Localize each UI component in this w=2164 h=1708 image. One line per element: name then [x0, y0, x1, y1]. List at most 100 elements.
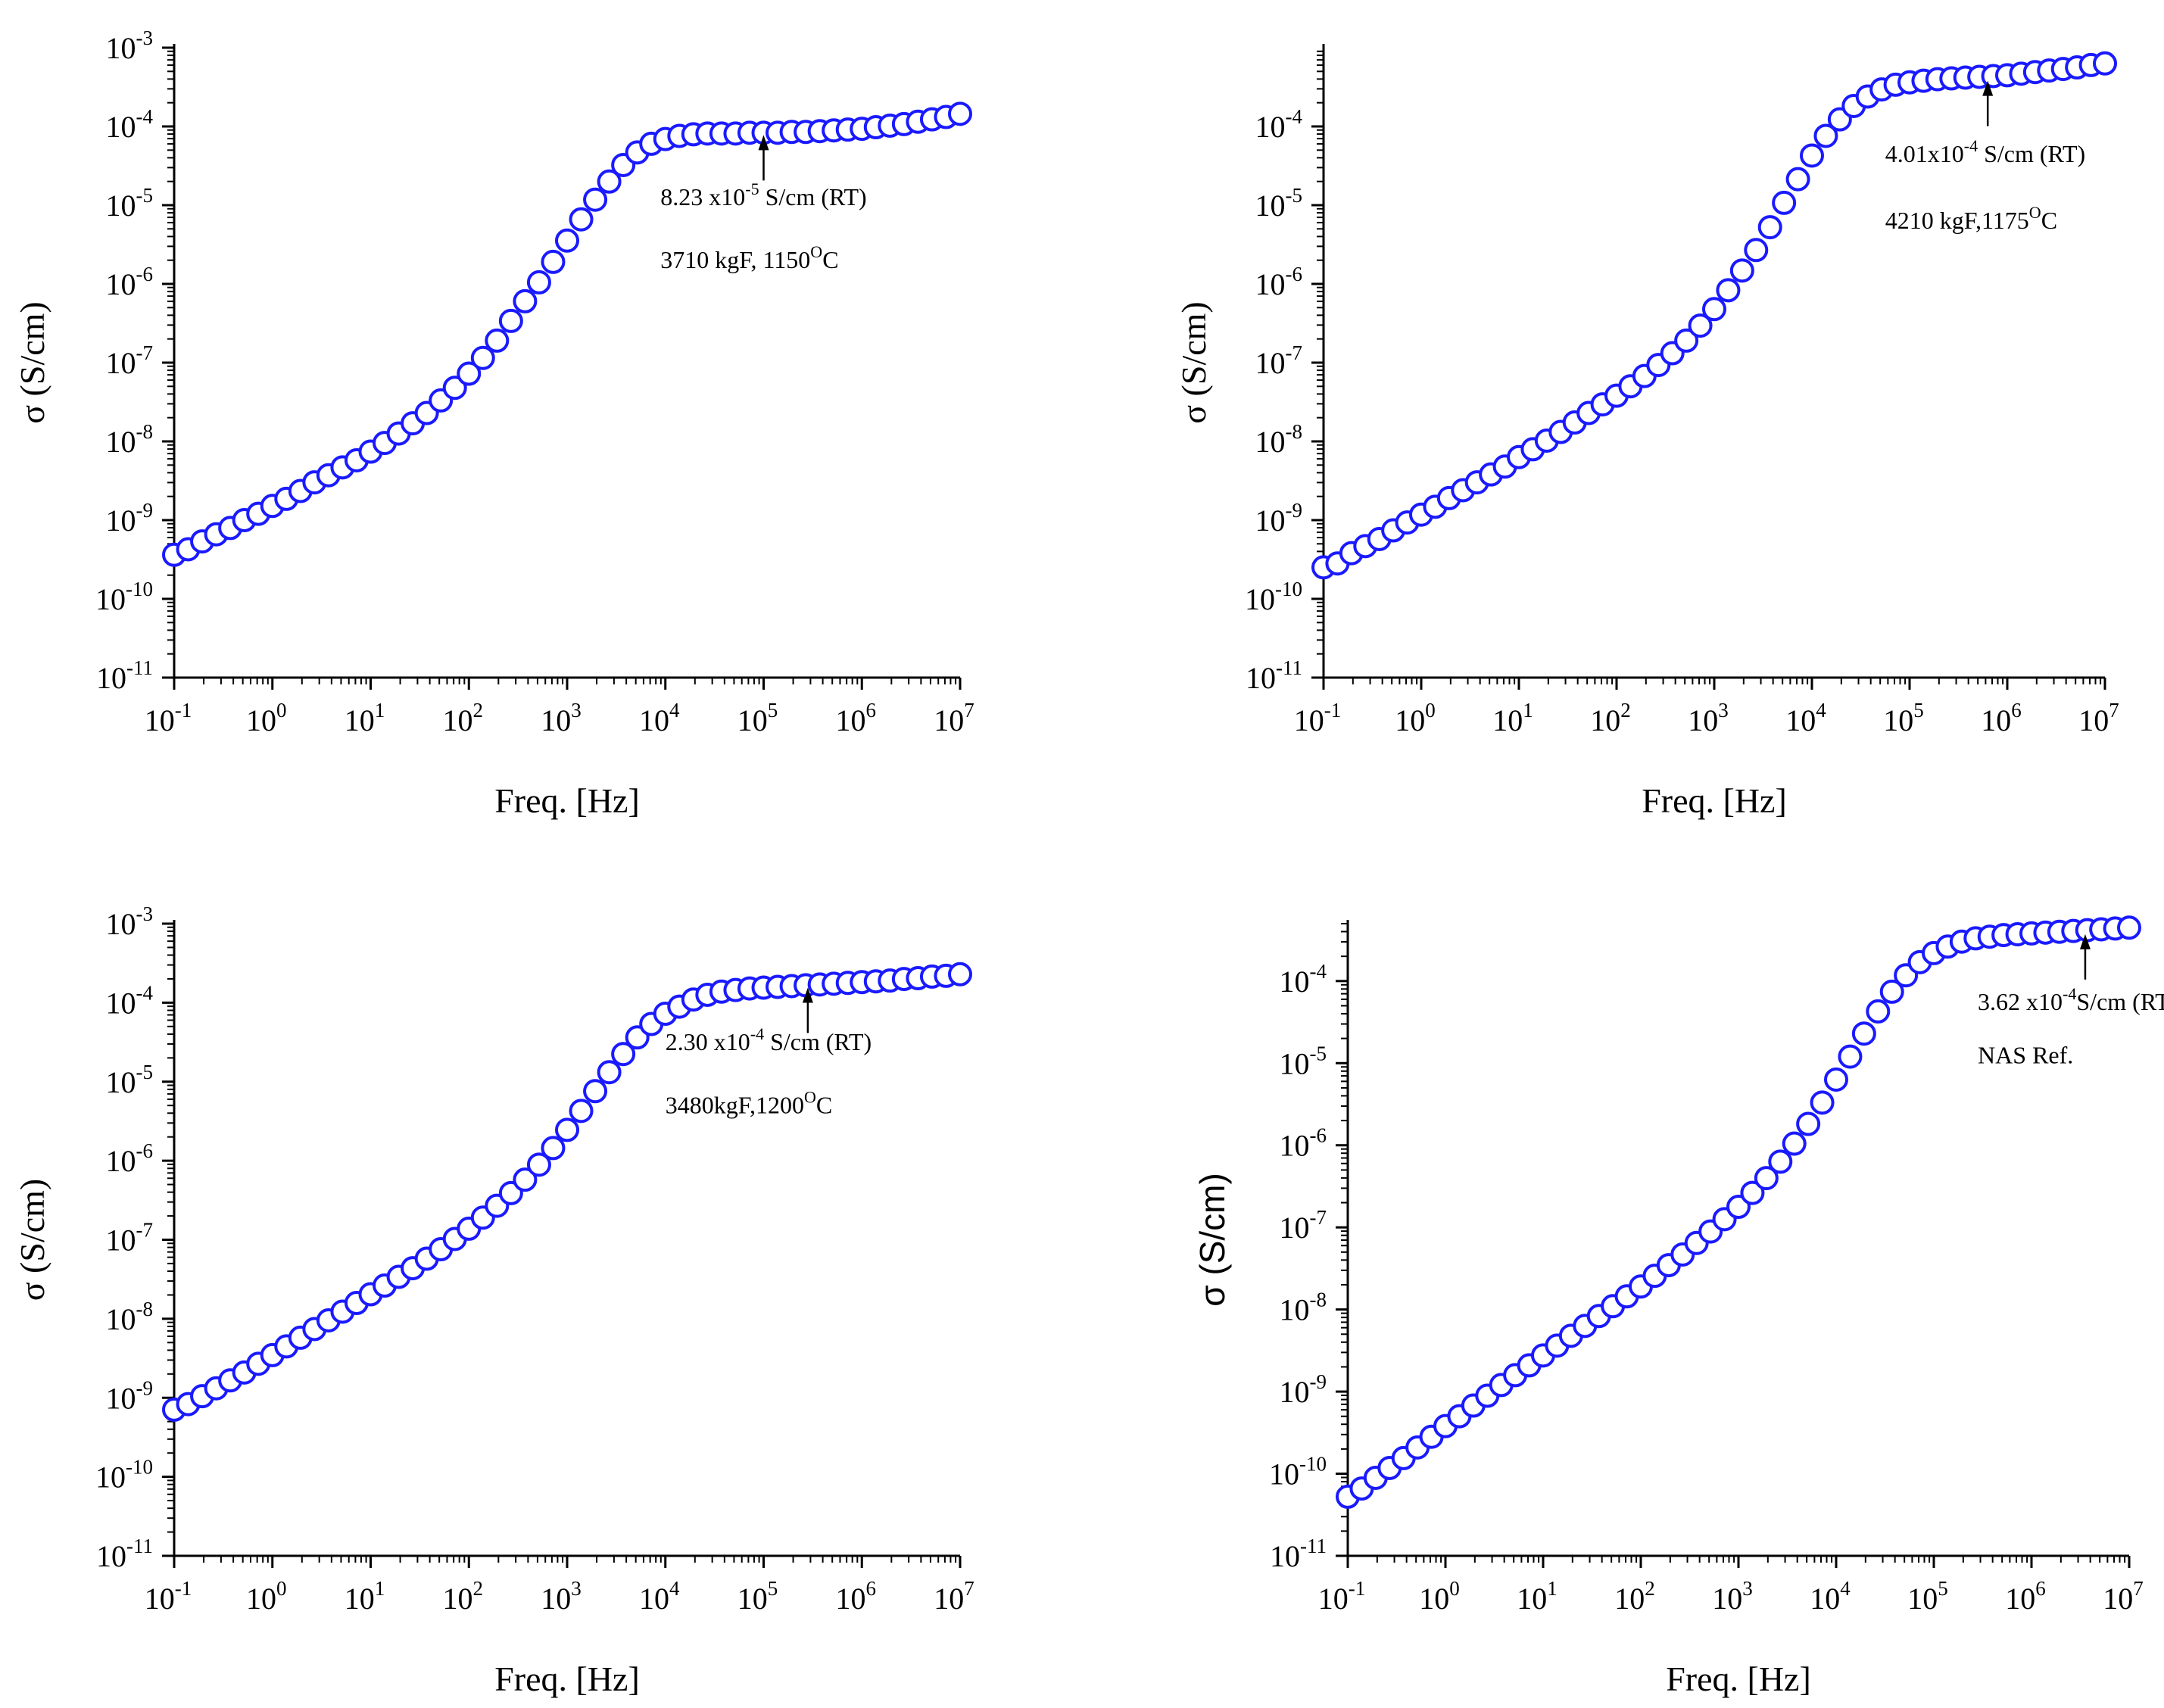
x-tick-base: 10 [1614, 1582, 1645, 1616]
x-tick-label: 103 [1712, 1577, 1753, 1616]
x-tick-label: 105 [1907, 1577, 1948, 1616]
x-tick-exponent: 1 [1523, 699, 1533, 722]
data-point [1879, 979, 1904, 1004]
y-tick-base: 10 [1280, 1129, 1310, 1163]
y-tick-label: 10-6 [106, 1139, 154, 1178]
y-tick-exponent: -5 [136, 1061, 154, 1083]
y-tick-exponent: -11 [1300, 1535, 1327, 1557]
x-tick-label: 107 [934, 1577, 974, 1616]
y-tick-label: 10-10 [1269, 1453, 1327, 1491]
x-tick-base: 10 [1395, 703, 1425, 737]
x-tick-base: 10 [1981, 703, 2011, 737]
y-tick-label: 10-9 [1255, 499, 1303, 538]
y-tick-exponent: -6 [1286, 263, 1303, 285]
x-tick-label: 102 [443, 699, 484, 737]
y-tick-exponent: -4 [1310, 960, 1327, 983]
annotation-exponent: -4 [750, 1024, 764, 1043]
y-tick-label: 10-7 [1255, 341, 1303, 380]
condition-main: 3710 kgF, 1150 [660, 246, 810, 273]
x-tick-base: 10 [443, 1582, 473, 1616]
x-tick-exponent: -1 [1324, 699, 1342, 722]
x-tick-exponent: 4 [1816, 699, 1826, 722]
data-point [541, 249, 566, 274]
y-tick-exponent: -10 [126, 1456, 153, 1479]
y-tick-exponent: -5 [1286, 184, 1303, 207]
y-tick-base: 10 [106, 267, 136, 301]
y-tick-exponent: -8 [136, 1298, 154, 1320]
y-tick-exponent: -4 [136, 105, 154, 128]
x-tick-base: 10 [1907, 1582, 1938, 1616]
y-axis-label: σ (S/cm) [13, 301, 51, 424]
x-tick-base: 10 [1688, 703, 1718, 737]
condition-main: 3480kgF,1200 [666, 1092, 804, 1119]
x-tick-label: 101 [345, 699, 385, 737]
y-tick-label: 10-3 [106, 902, 154, 941]
data-point [569, 207, 594, 232]
x-tick-exponent: 6 [866, 1577, 877, 1600]
x-tick-base: 10 [737, 703, 768, 737]
conductivity-annotation: 4.01x10-4 S/cm (RT) [1885, 136, 2085, 167]
x-tick-exponent: -1 [175, 1577, 192, 1600]
y-tick-base: 10 [106, 1381, 136, 1415]
annotation-arrow-head [758, 135, 769, 151]
x-tick-exponent: 1 [375, 1577, 385, 1600]
condition-degree: O [804, 1088, 816, 1107]
data-point [513, 288, 538, 313]
y-tick-exponent: -3 [136, 902, 154, 925]
y-tick-base: 10 [1255, 110, 1286, 144]
data-point [1740, 1180, 1765, 1205]
condition-unit: C [816, 1092, 832, 1119]
data-point [583, 187, 608, 212]
x-tick-base: 10 [639, 1582, 669, 1616]
y-axis-label: σ (S/cm) [1193, 1173, 1232, 1307]
x-tick-exponent: 3 [1742, 1577, 1753, 1600]
y-tick-exponent: -9 [136, 1376, 154, 1399]
data-point [555, 228, 579, 253]
data-point [1744, 238, 1769, 263]
condition-degree: O [810, 242, 822, 261]
y-tick-label: 10-9 [106, 499, 154, 538]
y-tick-exponent: -10 [1275, 578, 1302, 600]
y-tick-label: 10-10 [95, 1456, 153, 1494]
x-tick-base: 10 [2005, 1582, 2035, 1616]
y-tick-label: 10-8 [106, 1298, 154, 1336]
data-point [1754, 1166, 1779, 1191]
x-tick-label: 104 [639, 1577, 680, 1616]
condition-label: 3480kgF,1200OC [666, 1088, 832, 1119]
x-tick-label: 102 [1590, 699, 1631, 737]
x-tick-label: 105 [737, 699, 778, 737]
x-tick-base: 10 [443, 703, 473, 737]
x-tick-label: 107 [2078, 699, 2119, 737]
y-tick-exponent: -5 [1310, 1042, 1327, 1064]
condition-degree: O [2029, 203, 2041, 222]
x-tick-base: 10 [145, 1582, 175, 1616]
condition-label: NAS Ref. [1978, 1041, 2073, 1068]
data-point [948, 962, 972, 986]
data-point [526, 1152, 551, 1177]
condition-main: 4210 kgF,1175 [1885, 207, 2029, 234]
x-tick-label: 107 [2103, 1577, 2144, 1616]
y-axis-label: σ (S/cm) [1174, 301, 1213, 424]
y-tick-exponent: -7 [1286, 341, 1303, 364]
y-tick-label: 10-8 [1280, 1289, 1327, 1327]
data-point [1851, 1021, 1876, 1046]
conductivity-annotation: 2.30 x10-4 S/cm (RT) [666, 1024, 872, 1055]
y-tick-exponent: -5 [136, 184, 154, 207]
x-tick-exponent: 5 [1938, 1577, 1948, 1600]
x-tick-exponent: -1 [175, 699, 192, 722]
y-tick-base: 10 [106, 503, 136, 538]
annotation-exponent: -5 [745, 179, 759, 198]
data-point [442, 376, 467, 401]
x-tick-label: 10-1 [1294, 699, 1342, 737]
data-point [526, 270, 551, 295]
chart-panel-d: 10-1 100 101 102 103 104 105 106 10710-1110-1010… [1193, 915, 2164, 1698]
y-tick-base: 10 [106, 1065, 136, 1099]
x-tick-exponent: -1 [1349, 1577, 1366, 1600]
x-tick-base: 10 [1590, 703, 1620, 737]
y-tick-exponent: -7 [1310, 1206, 1327, 1229]
y-tick-label: 10-7 [106, 341, 154, 380]
condition-main: NAS Ref. [1978, 1041, 2073, 1068]
x-tick-exponent: 1 [1547, 1577, 1558, 1600]
x-tick-base: 10 [246, 703, 276, 737]
y-tick-base: 10 [106, 907, 136, 941]
